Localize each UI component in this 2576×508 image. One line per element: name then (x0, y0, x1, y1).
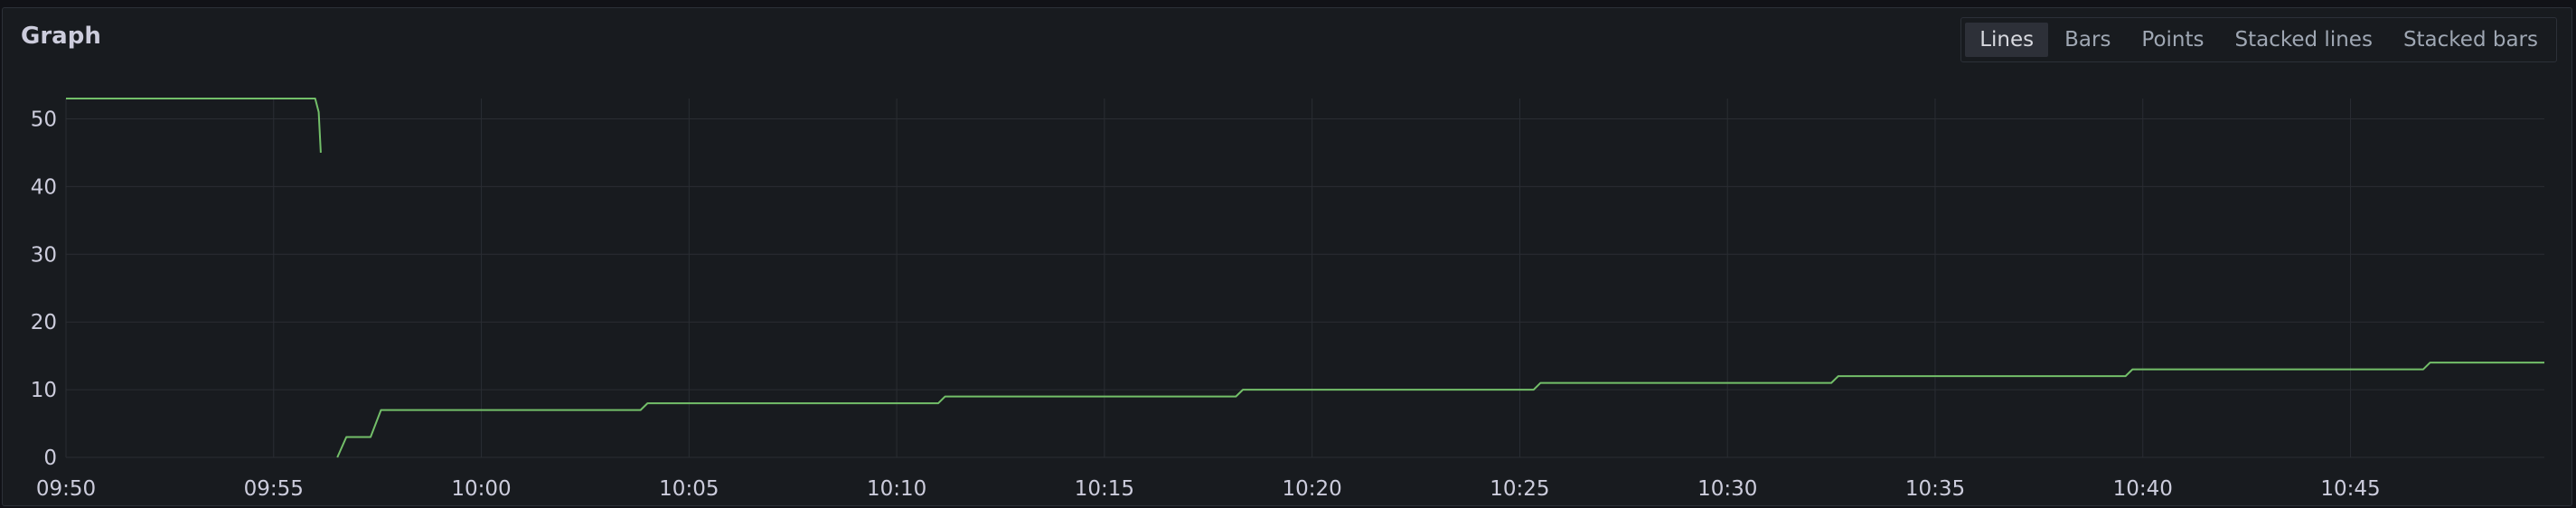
grid-lines (65, 99, 2544, 458)
time-series-chart: 0 10 20 30 40 50 09:50 09:55 10:00 10:05 10:10 10:… (31, 98, 2544, 501)
y-tick-label: 30 (31, 243, 57, 267)
x-tick-label: 10:25 (1490, 477, 1549, 501)
x-tick-label: 10:30 (1697, 477, 1757, 501)
y-tick-label: 40 (31, 175, 57, 199)
x-tick-label: 10:35 (1905, 477, 1965, 501)
series-group (66, 98, 2544, 458)
series-line (336, 362, 2544, 458)
x-tick-label: 10:05 (659, 477, 719, 501)
x-tick-label: 09:50 (36, 477, 96, 501)
x-tick-label: 10:40 (2113, 477, 2173, 501)
x-tick-label: 09:55 (244, 477, 304, 501)
x-tick-label: 10:10 (867, 477, 926, 501)
x-tick-label: 10:20 (1283, 477, 1342, 501)
graph-panel: Graph Lines Bars Points Stacked lines St… (2, 7, 2572, 506)
x-tick-label: 10:45 (2320, 477, 2380, 501)
y-tick-label: 20 (31, 311, 57, 334)
y-axis-ticks: 0 10 20 30 40 50 (31, 108, 57, 470)
mode-points-button[interactable]: Points (2141, 28, 2205, 52)
y-tick-label: 10 (31, 379, 57, 402)
x-axis-ticks: 09:50 09:55 10:00 10:05 10:10 10:15 10:20 10:25… (36, 477, 2381, 501)
mode-stacked-bars-button[interactable]: Stacked bars (2402, 28, 2538, 52)
visualization-mode-selector: Lines Bars Points Stacked lines Stacked … (1960, 17, 2557, 62)
y-tick-label: 0 (43, 447, 57, 470)
x-tick-label: 10:15 (1075, 477, 1134, 501)
mode-bars-button[interactable]: Bars (2064, 28, 2111, 52)
panel-title: Graph (21, 23, 101, 50)
series-line (66, 98, 322, 153)
mode-stacked-lines-button[interactable]: Stacked lines (2234, 28, 2373, 52)
y-tick-label: 50 (31, 108, 57, 131)
x-tick-label: 10:00 (451, 477, 511, 501)
mode-lines-button[interactable]: Lines (1965, 23, 2049, 57)
